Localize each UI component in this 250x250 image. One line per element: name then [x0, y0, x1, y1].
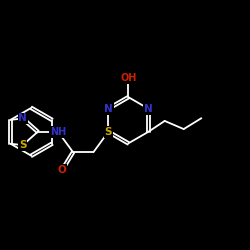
Text: S: S	[104, 127, 112, 137]
Text: N: N	[18, 114, 27, 124]
Text: OH: OH	[120, 73, 136, 83]
Text: O: O	[58, 165, 66, 175]
Text: N: N	[104, 104, 113, 114]
Text: NH: NH	[50, 127, 66, 137]
Text: N: N	[144, 104, 153, 114]
Text: S: S	[19, 140, 26, 150]
